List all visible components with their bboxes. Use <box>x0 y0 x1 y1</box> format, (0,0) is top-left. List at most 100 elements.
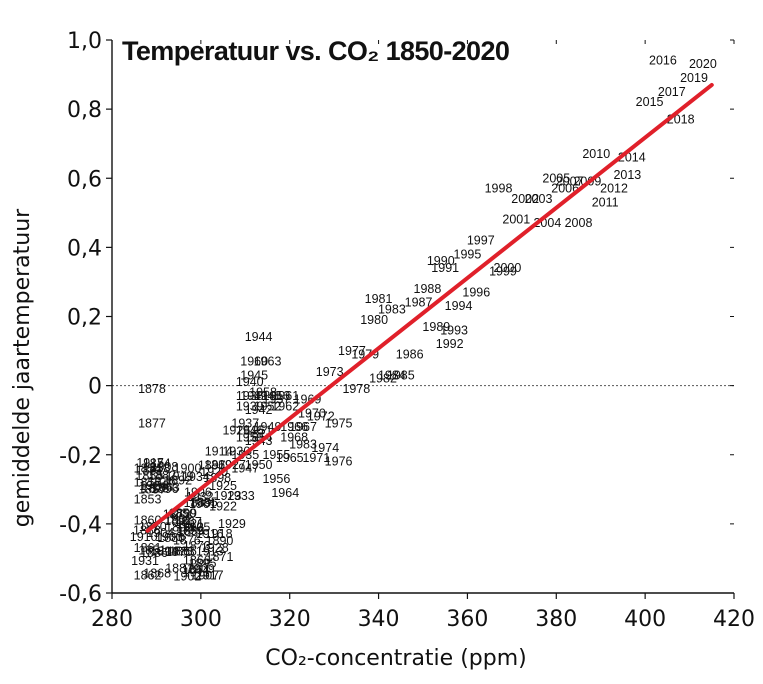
data-point-label: 1952 <box>254 399 282 413</box>
x-tick-label: 380 <box>535 607 577 632</box>
y-tick-label: 0,4 <box>67 236 102 261</box>
data-point-label: 1990 <box>427 254 455 268</box>
data-point-label: 1958 <box>249 386 277 400</box>
x-tick-label: 360 <box>446 607 488 632</box>
data-point-label: 2012 <box>600 182 628 196</box>
data-point-label: 1938 <box>236 389 264 403</box>
data-point-label: 1959 <box>236 430 264 444</box>
data-point-label: 1992 <box>436 337 464 351</box>
trend-line <box>145 82 714 533</box>
y-axis-title: gemiddelde jaartemperatuur <box>10 208 35 527</box>
data-point-label: 1973 <box>316 365 344 379</box>
data-point-label: 1994 <box>445 299 473 313</box>
cluster-point-label: 1928 <box>201 541 229 555</box>
data-point-label: 1853 <box>134 493 162 507</box>
data-point-label: 1982 <box>369 372 397 386</box>
data-point-label: 1978 <box>342 382 370 396</box>
data-point-label: 1963 <box>254 354 282 368</box>
data-point-label: 2011 <box>592 195 619 209</box>
data-point-label: 1971 <box>302 451 330 465</box>
data-point-label: 2008 <box>565 216 593 230</box>
data-point-label: 1988 <box>414 282 442 296</box>
data-point-label: 1969 <box>294 392 322 406</box>
cluster-point-label: 1867 <box>174 515 202 529</box>
y-tick-label: 0,8 <box>67 98 102 123</box>
cluster-point-label: 1866 <box>183 554 211 568</box>
data-point-label: 2010 <box>582 147 610 161</box>
y-tick-label: 0 <box>88 375 102 400</box>
data-point-label: 2002 <box>511 192 539 206</box>
data-point-label: 1944 <box>245 330 273 344</box>
data-point-label: 1861 <box>134 541 162 555</box>
cluster-point-label: 1915 <box>136 456 164 470</box>
data-point-label: 1922 <box>209 500 237 514</box>
cluster-point-label: 1902 <box>174 569 202 583</box>
data-point-label: 1947 <box>231 462 259 476</box>
cluster-point-label: 1892 <box>164 474 192 488</box>
data-point-label: 1920 <box>200 465 228 479</box>
data-point-label: 1983 <box>289 437 317 451</box>
data-point-label: 1999 <box>489 265 517 279</box>
cluster-point-label: 1897 <box>198 458 226 472</box>
x-tick-label: 400 <box>624 607 666 632</box>
cluster-point-label: 1879 <box>141 481 169 495</box>
cluster-point-label: 1890 <box>206 534 234 548</box>
data-point-label: 1858 <box>143 462 171 476</box>
data-point-label: 1961 <box>271 389 299 403</box>
data-point-label: 1918 <box>205 527 233 541</box>
data-point-label: 1946 <box>236 424 264 438</box>
data-point-label: 1957 <box>262 392 290 406</box>
cluster-point-label: 1859 <box>176 524 204 538</box>
x-tick-label: 420 <box>713 607 755 632</box>
data-point-label: 1998 <box>485 182 513 196</box>
cluster-point-label: 1886 <box>140 546 168 560</box>
data-point-label: 1993 <box>440 323 468 337</box>
cluster-point-label: 1863 <box>152 480 180 494</box>
x-tick-label: 320 <box>269 607 311 632</box>
data-point-label: 2019 <box>680 71 708 85</box>
cluster-point-label: 1894 <box>150 544 178 558</box>
cluster-labels-layer: 1850185118521855185918631864186518661867… <box>130 456 234 584</box>
data-point-label: 1983 <box>378 303 406 317</box>
data-point-label: 1878 <box>138 382 166 396</box>
data-point-label: 1981 <box>365 292 393 306</box>
cluster-point-label: 1865 <box>169 545 197 559</box>
data-point-label: 1940 <box>236 375 264 389</box>
cluster-point-label: 1873 <box>183 539 211 553</box>
data-point-label: 1984 <box>378 368 406 382</box>
x-axis-title: CO₂-concentratie (ppm) <box>265 646 526 671</box>
y-tick-label: 1,0 <box>67 29 102 54</box>
data-point-label: 2001 <box>502 213 530 227</box>
data-point-label: 1997 <box>467 233 495 247</box>
data-point-label: 1925 <box>209 479 237 493</box>
data-point-label: 1962 <box>271 399 299 413</box>
data-point-label: 1956 <box>262 472 290 486</box>
data-point-label: 2016 <box>649 54 677 68</box>
cluster-point-label: 1889 <box>184 496 212 510</box>
y-tick-label: 0,2 <box>67 306 102 331</box>
data-point-label: 1964 <box>271 486 299 500</box>
data-point-label: 1980 <box>360 313 388 327</box>
data-point-label: 1942 <box>245 403 273 417</box>
cluster-point-label: 1904 <box>146 526 174 540</box>
data-point-label: 1972 <box>307 410 335 424</box>
data-point-label: 1967 <box>289 420 317 434</box>
data-point-label: 1995 <box>454 247 482 261</box>
data-point-label: 1970 <box>298 406 326 420</box>
data-point-label: 1977 <box>338 344 366 358</box>
x-ticks: 280 300 320 340 360 380 400 420 <box>91 40 755 632</box>
data-point-label: 2007 <box>556 175 584 189</box>
cluster-point-label: 1891 <box>164 514 192 528</box>
cluster-point-label: 1912 <box>176 520 204 534</box>
data-point-label: 2020 <box>689 57 717 71</box>
y-tick-label: -0,2 <box>59 444 102 469</box>
cluster-point-label: 1901 <box>189 497 217 511</box>
cluster-point-label: 1887 <box>165 562 193 576</box>
cluster-point-label: 1919 <box>166 470 194 484</box>
data-point-label: 1929 <box>218 517 246 531</box>
x-tick-label: 280 <box>91 607 133 632</box>
cluster-point-label: 1883 <box>167 544 195 558</box>
cluster-point-label: 1921 <box>176 517 204 531</box>
